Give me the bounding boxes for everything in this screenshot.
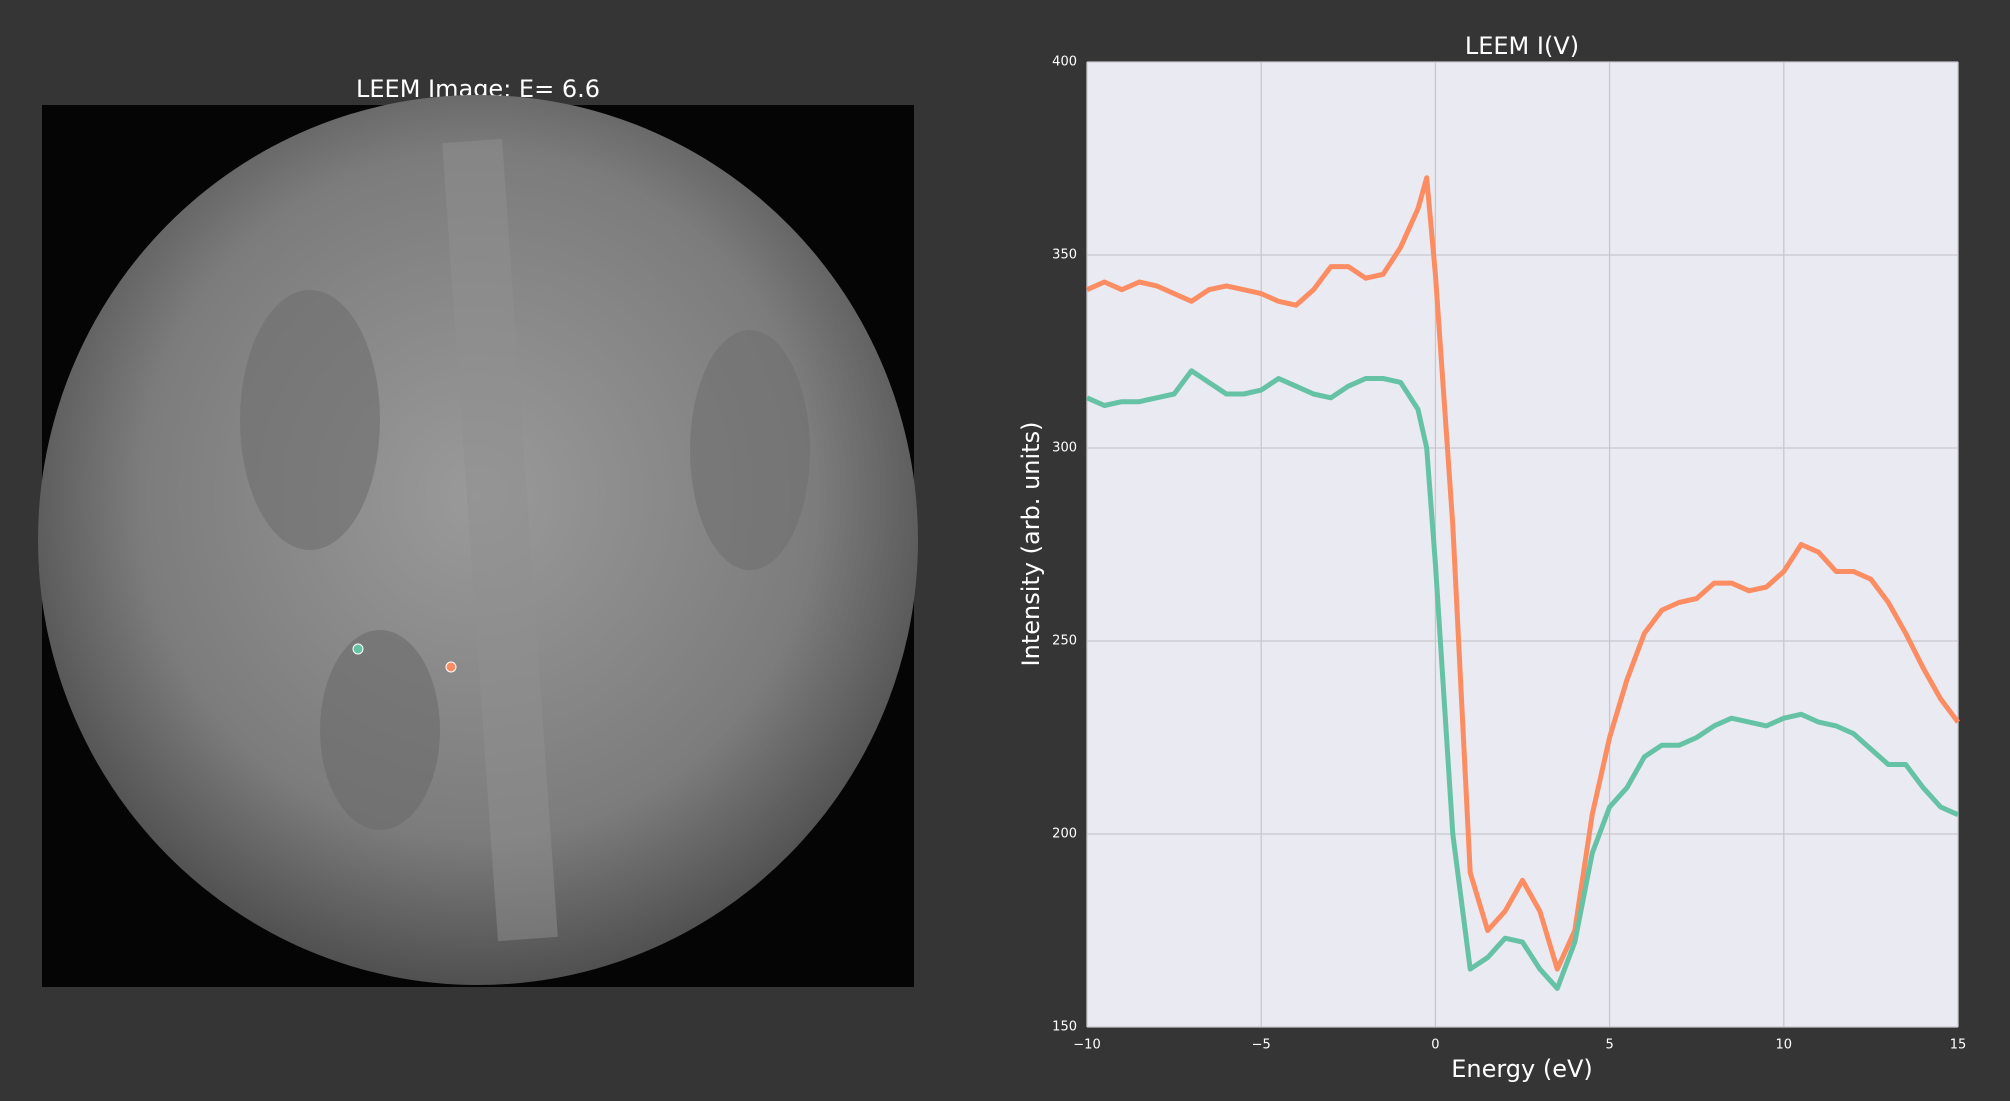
x-tick-label: 5 bbox=[1605, 1038, 1613, 1053]
point-marker bbox=[445, 661, 457, 673]
y-tick-label: 150 bbox=[1052, 1020, 1077, 1035]
y-tick-label: 300 bbox=[1052, 441, 1077, 456]
y-axis-label: Intensity (arb. units) bbox=[1017, 422, 1045, 667]
series-line bbox=[1085, 368, 1960, 991]
x-axis-label: Energy (eV) bbox=[1451, 1055, 1593, 1083]
plot-area bbox=[1087, 62, 1958, 1027]
y-tick-label: 200 bbox=[1052, 827, 1077, 842]
domain bbox=[690, 330, 810, 570]
plot bbox=[1087, 62, 1958, 1027]
domain bbox=[320, 630, 440, 830]
x-tick-label: 0 bbox=[1431, 1038, 1439, 1053]
stripe bbox=[442, 138, 558, 942]
x-tick-label: 15 bbox=[1950, 1038, 1967, 1053]
x-tick-label: −10 bbox=[1073, 1038, 1100, 1053]
y-tick-label: 250 bbox=[1052, 634, 1077, 649]
x-tick-label: 10 bbox=[1776, 1038, 1793, 1053]
y-tick-label: 400 bbox=[1052, 55, 1077, 70]
x-tick-label: −5 bbox=[1252, 1038, 1271, 1053]
y-tick-label: 350 bbox=[1052, 248, 1077, 263]
chart-title: LEEM I(V) bbox=[1465, 32, 1579, 60]
point-marker bbox=[352, 643, 364, 655]
domain bbox=[240, 290, 380, 550]
series-line bbox=[1085, 175, 1960, 972]
